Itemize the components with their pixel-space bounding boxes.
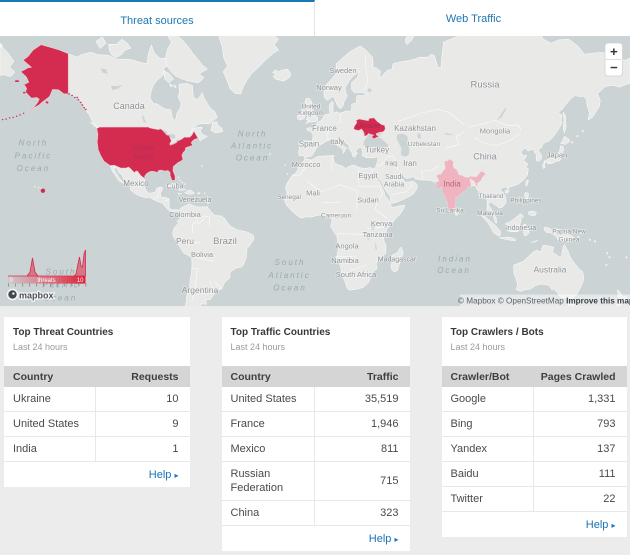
svg-text:Ocean: Ocean xyxy=(236,154,270,163)
svg-text:United: United xyxy=(302,104,321,111)
svg-text:Indian: Indian xyxy=(438,255,472,264)
svg-text:Pacific: Pacific xyxy=(42,280,80,289)
svg-text:Cameroon: Cameroon xyxy=(321,213,352,220)
svg-text:Colombia: Colombia xyxy=(169,210,202,219)
svg-text:Indonesia: Indonesia xyxy=(506,225,536,232)
svg-text:Italy: Italy xyxy=(330,137,344,146)
svg-text:Ocean: Ocean xyxy=(17,164,51,173)
svg-text:Angola: Angola xyxy=(335,242,359,251)
svg-text:Atlantic: Atlantic xyxy=(267,271,310,280)
svg-text:Morocco: Morocco xyxy=(292,160,321,169)
svg-text:India: India xyxy=(443,180,461,189)
svg-text:South: South xyxy=(46,268,77,277)
svg-text:Kazakhstan: Kazakhstan xyxy=(394,124,436,133)
svg-text:Cuba: Cuba xyxy=(167,184,184,191)
svg-text:Egypt: Egypt xyxy=(358,171,378,180)
svg-text:Atlantic: Atlantic xyxy=(230,142,273,151)
svg-text:© Mapbox © OpenStreetMap Impro: © Mapbox © OpenStreetMap Improve this ma… xyxy=(458,297,630,306)
svg-text:Turkey: Turkey xyxy=(365,146,389,155)
svg-text:Norway: Norway xyxy=(316,83,342,92)
svg-text:Sudan: Sudan xyxy=(357,196,379,205)
svg-text:Philippines: Philippines xyxy=(510,198,542,205)
svg-text:Kingdom: Kingdom xyxy=(298,110,324,117)
svg-text:China: China xyxy=(473,152,497,162)
svg-text:South: South xyxy=(275,258,306,267)
svg-text:Bolivia: Bolivia xyxy=(191,250,214,259)
svg-text:Mexico: Mexico xyxy=(123,179,149,188)
svg-text:North: North xyxy=(19,139,49,148)
svg-text:Argentina: Argentina xyxy=(182,285,219,295)
svg-text:Venezuela: Venezuela xyxy=(179,197,212,204)
svg-text:Senegal: Senegal xyxy=(277,194,301,201)
svg-text:Thailand: Thailand xyxy=(479,193,504,200)
svg-text:Sweden: Sweden xyxy=(329,66,356,75)
svg-text:Mali: Mali xyxy=(306,189,320,198)
svg-text:threats: threats xyxy=(37,278,55,284)
svg-text:Papua New: Papua New xyxy=(552,229,586,236)
svg-text:Malaysia: Malaysia xyxy=(477,210,503,217)
svg-text:Pacific: Pacific xyxy=(15,152,53,161)
svg-text:Australia: Australia xyxy=(533,265,566,275)
svg-text:Brazil: Brazil xyxy=(213,236,237,247)
svg-text:Ocean: Ocean xyxy=(44,294,78,303)
svg-text:Namibia: Namibia xyxy=(331,256,359,265)
svg-text:Sri Lanka: Sri Lanka xyxy=(436,208,464,215)
svg-text:Madagascar: Madagascar xyxy=(378,257,417,264)
svg-text:Tanzania: Tanzania xyxy=(362,230,393,239)
svg-text:Ocean: Ocean xyxy=(437,266,471,275)
svg-text:South Africa: South Africa xyxy=(336,270,377,279)
svg-text:Arabia: Arabia xyxy=(384,182,404,189)
svg-text:Canada: Canada xyxy=(113,101,145,111)
svg-text:Spain: Spain xyxy=(299,140,319,149)
svg-text:Iran: Iran xyxy=(403,159,417,168)
svg-text:Mongolia: Mongolia xyxy=(480,127,511,136)
svg-text:States: States xyxy=(134,154,154,161)
svg-text:Saudi: Saudi xyxy=(385,174,403,181)
svg-text:Japan: Japan xyxy=(547,151,567,160)
svg-text:Kenya: Kenya xyxy=(371,219,393,228)
svg-text:France: France xyxy=(312,124,337,133)
svg-text:Ukraine: Ukraine xyxy=(356,123,380,130)
svg-text:United: United xyxy=(133,146,153,153)
svg-text:North: North xyxy=(238,130,268,139)
svg-text:Peru: Peru xyxy=(176,236,194,246)
svg-text:Russia: Russia xyxy=(470,80,500,91)
svg-text:Uzbekistan: Uzbekistan xyxy=(408,141,441,148)
svg-text:mapbox: mapbox xyxy=(19,291,54,301)
svg-text:10: 10 xyxy=(77,278,84,284)
svg-text:0: 0 xyxy=(10,278,14,284)
svg-text:Guinea: Guinea xyxy=(559,237,580,244)
svg-text:Ocean: Ocean xyxy=(273,284,307,293)
svg-text:Iraq: Iraq xyxy=(385,161,397,168)
